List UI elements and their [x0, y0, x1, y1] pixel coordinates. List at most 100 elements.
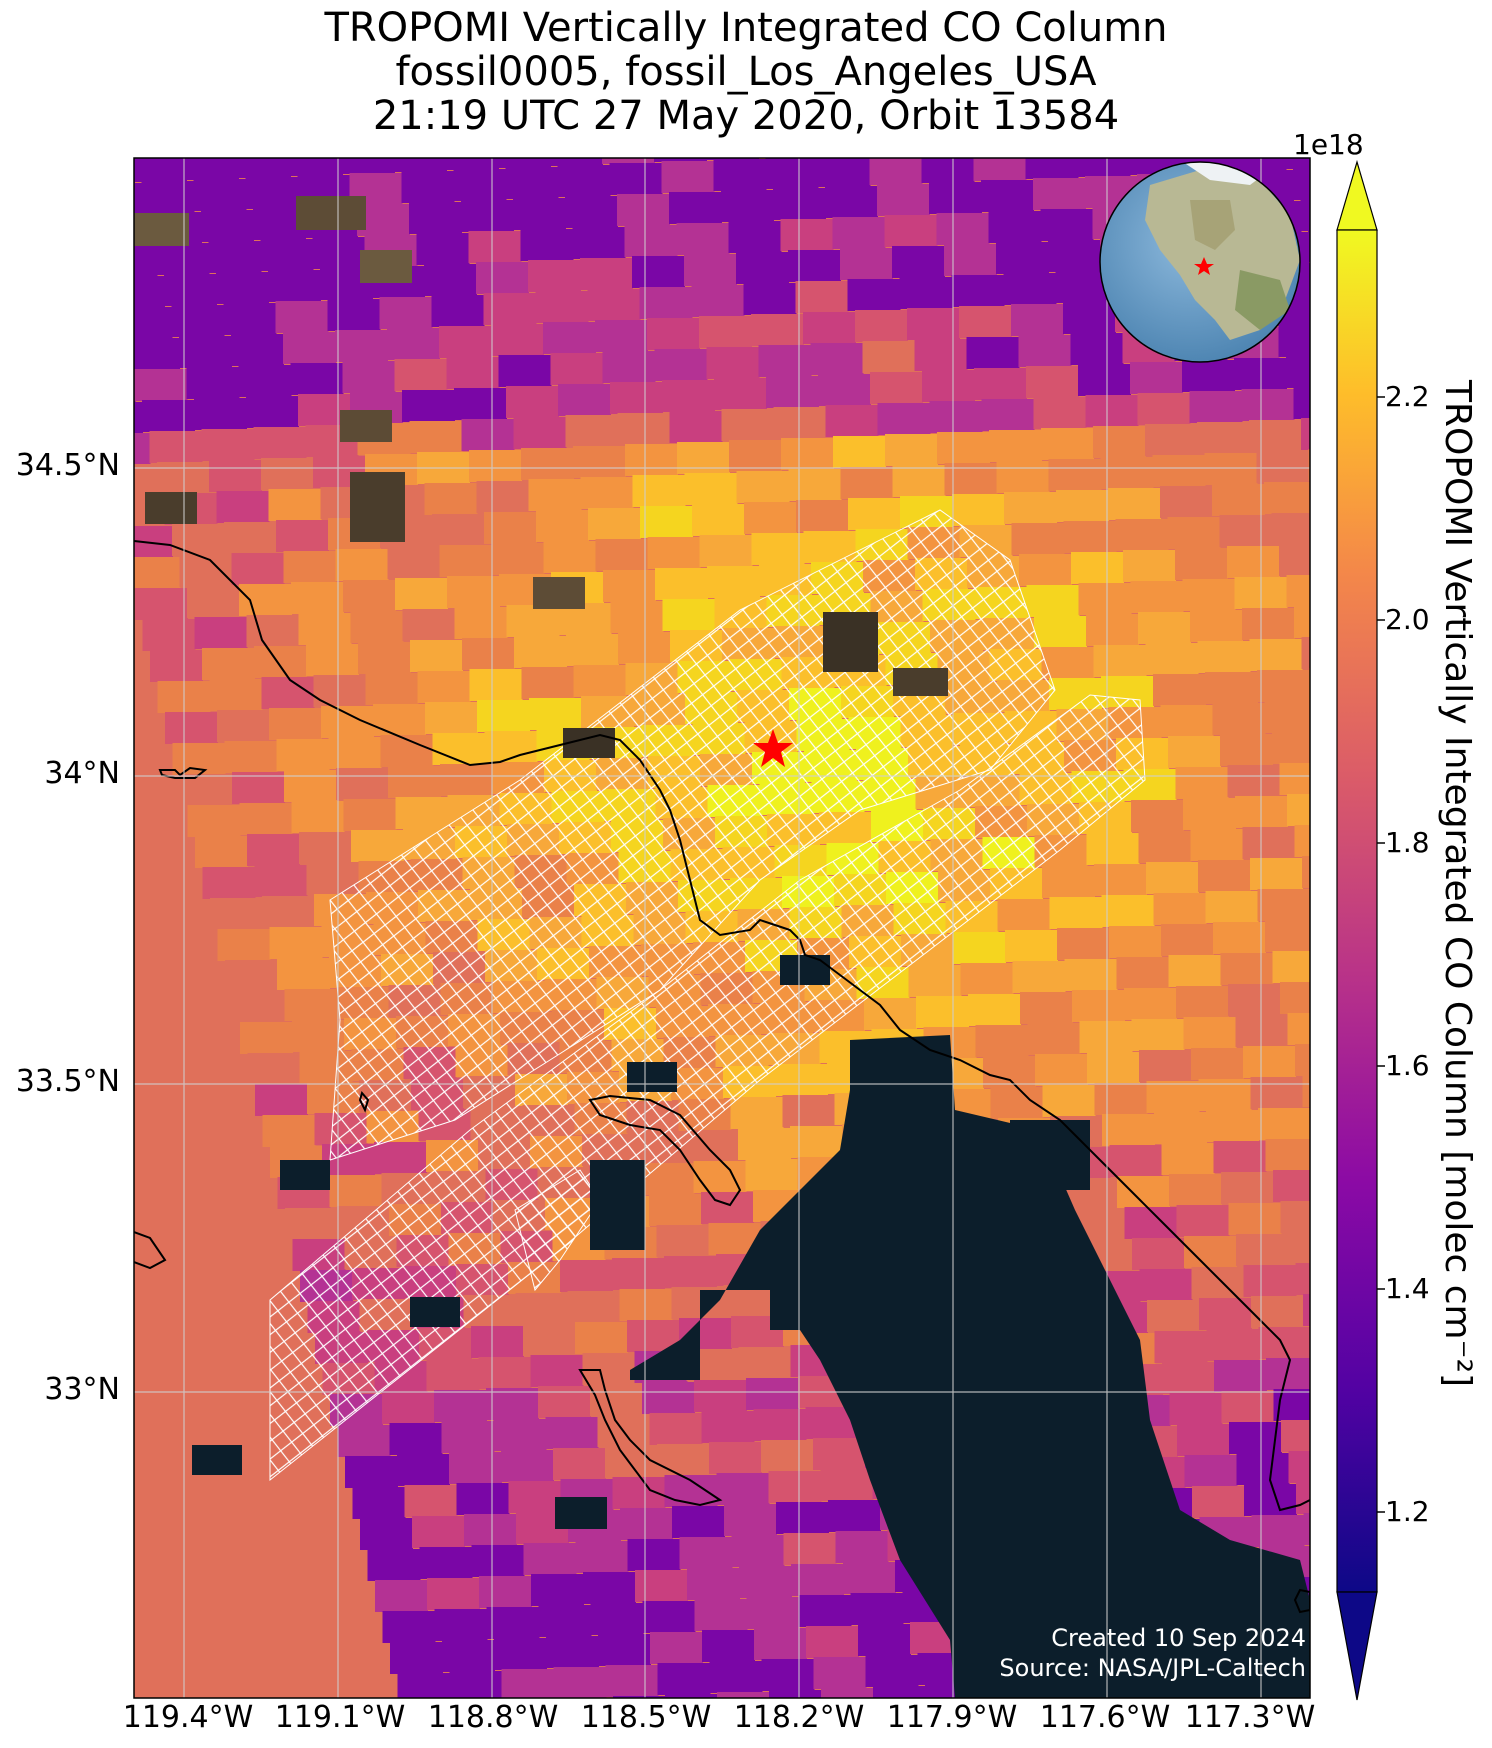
co-pixel — [996, 242, 1049, 274]
co-pixel — [1056, 490, 1109, 522]
co-pixel — [1115, 519, 1169, 551]
co-pixel — [583, 1572, 636, 1604]
co-pixel — [613, 1696, 666, 1698]
co-pixel — [1064, 959, 1118, 991]
co-pixel — [1182, 579, 1236, 611]
co-pixel — [134, 338, 180, 370]
co-pixel — [1377, 1166, 1430, 1198]
co-pixel — [1257, 670, 1310, 702]
co-pixel — [709, 1661, 763, 1693]
co-pixel — [573, 446, 626, 478]
co-pixel — [1401, 1697, 1454, 1729]
co-pixel — [751, 533, 805, 565]
co-pixel — [404, 1485, 458, 1517]
co-pixel — [1453, 1695, 1492, 1727]
co-pixel — [253, 427, 307, 459]
co-pixel — [702, 1630, 755, 1662]
co-pixel — [501, 1450, 554, 1482]
co-pixel — [387, 328, 440, 360]
co-pixel — [1027, 1023, 1081, 1055]
co-pixel — [1041, 428, 1094, 460]
co-pixel — [730, 1097, 784, 1129]
co-pixel — [1302, 1075, 1310, 1107]
co-pixel — [1093, 426, 1146, 458]
title-line-3: 21:19 UTC 27 May 2020, Orbit 13584 — [372, 93, 1120, 139]
co-pixel — [1482, 1381, 1492, 1413]
co-pixel — [617, 194, 670, 226]
co-pixel — [665, 1694, 718, 1698]
co-pixel — [1437, 1414, 1490, 1446]
co-pixel — [284, 989, 338, 1021]
co-pixel — [223, 303, 277, 335]
co-pixel — [432, 514, 485, 546]
co-pixel — [1206, 1329, 1260, 1361]
co-pixel — [514, 636, 567, 668]
co-pixel — [974, 368, 1027, 400]
co-pixel — [373, 704, 426, 736]
co-pixel — [201, 429, 255, 461]
co-pixel — [1094, 1083, 1148, 1115]
co-pixel — [1481, 943, 1492, 975]
title-line-2: fossil0005, fossil_Los_Angeles_USA — [395, 49, 1097, 95]
co-pixel — [1131, 1019, 1185, 1051]
co-pixel — [1220, 953, 1274, 985]
co-pixel — [402, 390, 455, 422]
co-pixel — [758, 126, 811, 158]
co-pixel — [699, 535, 753, 567]
co-pixel — [1285, 158, 1310, 169]
co-pixel — [149, 431, 203, 463]
co-pixel — [231, 553, 285, 585]
co-pixel — [201, 210, 254, 242]
co-pixel — [870, 372, 923, 404]
co-pixel — [388, 766, 441, 798]
co-pixel — [806, 1626, 859, 1658]
co-pixel — [180, 774, 233, 806]
co-pixel — [1295, 1263, 1310, 1295]
co-pixel — [662, 380, 715, 412]
co-pixel — [796, 500, 849, 532]
co-pixel — [38, 185, 91, 217]
co-pixel — [179, 555, 233, 587]
co-pixel — [195, 836, 248, 868]
co-pixel — [268, 270, 321, 302]
co-pixel — [1371, 1573, 1424, 1605]
co-pixel — [817, 158, 871, 187]
co-pixel — [1265, 920, 1310, 952]
co-pixel — [1244, 1484, 1297, 1516]
co-pixel — [247, 1053, 301, 1085]
co-pixel — [567, 1291, 621, 1323]
co-pixel — [1176, 986, 1229, 1018]
co-pixel — [813, 1657, 867, 1689]
co-pixel — [1423, 1571, 1476, 1603]
co-pixel — [1376, 509, 1429, 541]
co-pixel — [572, 227, 626, 259]
co-pixel — [1250, 858, 1303, 890]
co-pixel — [1197, 641, 1251, 673]
co-pixel — [1480, 724, 1492, 756]
co-pixel — [1130, 362, 1183, 394]
co-pixel — [1146, 1081, 1200, 1113]
co-pixel — [723, 1285, 777, 1317]
co-pixel — [134, 276, 165, 308]
co-pixel — [914, 120, 967, 152]
co-pixel — [1102, 1114, 1155, 1146]
co-pixel — [684, 473, 738, 505]
co-pixel — [1435, 319, 1488, 351]
co-pixel — [1042, 1085, 1096, 1117]
co-pixel — [342, 158, 395, 174]
co-pixel — [1214, 1360, 1267, 1392]
co-pixel — [165, 712, 218, 744]
co-pixel — [1377, 947, 1430, 979]
co-pixel — [261, 458, 314, 490]
co-pixel — [1175, 767, 1229, 799]
co-pixel — [513, 417, 567, 449]
co-pixel — [1287, 794, 1310, 826]
co-pixel — [367, 1549, 421, 1581]
co-pixel — [1294, 606, 1310, 638]
co-pixel — [649, 1413, 703, 1445]
co-pixel — [1130, 581, 1184, 613]
co-pixel — [649, 1194, 702, 1226]
co-pixel — [1005, 930, 1058, 962]
co-pixel — [134, 464, 158, 496]
